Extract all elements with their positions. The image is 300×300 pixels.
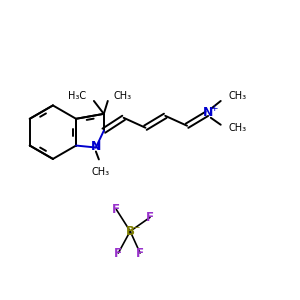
Text: F: F bbox=[112, 203, 120, 216]
Text: +: + bbox=[210, 104, 218, 113]
Text: N: N bbox=[203, 106, 213, 119]
Text: F: F bbox=[146, 211, 154, 224]
Text: F: F bbox=[114, 247, 122, 260]
Text: −: − bbox=[132, 222, 140, 231]
Text: F: F bbox=[136, 247, 144, 260]
Text: CH₃: CH₃ bbox=[92, 167, 110, 177]
Text: B: B bbox=[126, 225, 135, 238]
Text: CH₃: CH₃ bbox=[114, 91, 132, 101]
Text: N: N bbox=[91, 140, 101, 153]
Text: H₃C: H₃C bbox=[68, 91, 86, 101]
Text: CH₃: CH₃ bbox=[229, 123, 247, 133]
Text: CH₃: CH₃ bbox=[229, 91, 247, 101]
